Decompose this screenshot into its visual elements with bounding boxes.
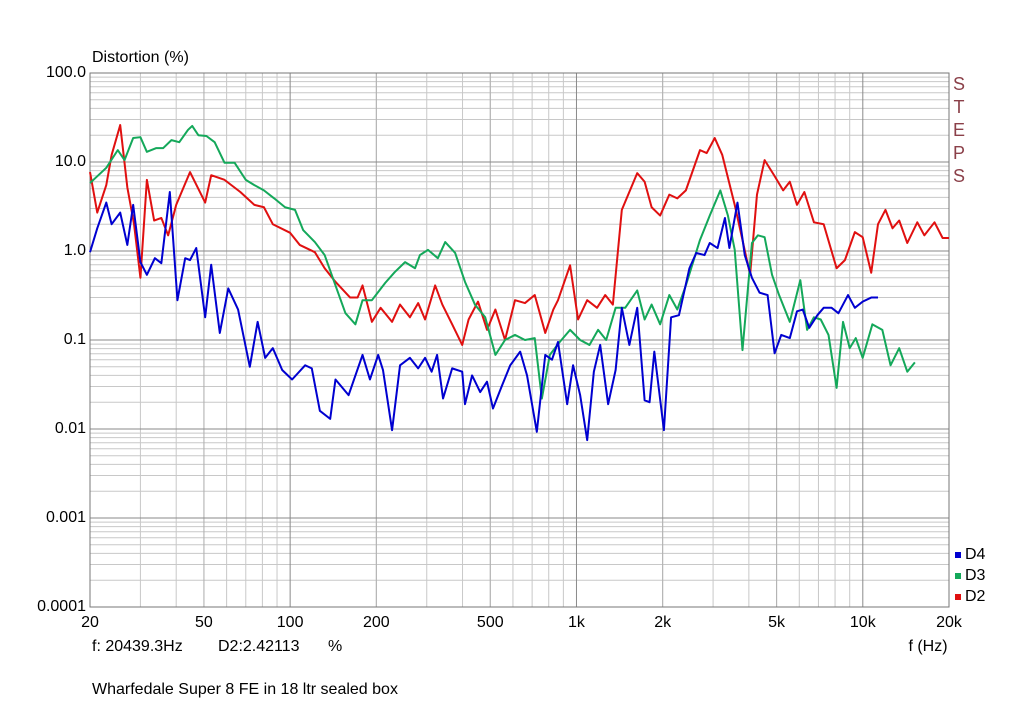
x-tick-label: 50 <box>195 614 213 631</box>
plot-border <box>89 72 950 608</box>
y-tick-label: 0.0001 <box>37 598 86 615</box>
cursor-frequency: f: 20439.3Hz <box>92 638 183 655</box>
x-tick-label: 1k <box>568 614 586 631</box>
cursor-value: D2:2.42113 <box>218 638 300 655</box>
legend-swatch <box>955 552 961 558</box>
x-tick-label: 10k <box>850 614 877 631</box>
series-line <box>89 124 916 400</box>
cursor-unit: % <box>328 638 342 655</box>
legend-label: D4 <box>965 546 986 563</box>
chart-title: Distortion (%) <box>92 49 189 66</box>
x-tick-label: 200 <box>363 614 390 631</box>
y-tick-label: 10.0 <box>55 153 86 170</box>
y-tick-label: 0.001 <box>46 509 86 526</box>
series-line <box>89 124 949 346</box>
x-tick-label: 5k <box>768 614 786 631</box>
x-tick-label: 2k <box>654 614 672 631</box>
y-tick-label: 100.0 <box>46 64 86 81</box>
y-tick-label: 1.0 <box>64 242 86 259</box>
x-tick-label: 20k <box>936 614 963 631</box>
chart-subtitle: Wharfedale Super 8 FE in 18 ltr sealed b… <box>92 681 398 698</box>
x-tick-label: 100 <box>277 614 304 631</box>
legend-swatch <box>955 594 961 600</box>
x-axis-label: f (Hz) <box>908 638 947 655</box>
logo: STEPS <box>949 74 969 189</box>
x-tick-label: 500 <box>477 614 504 631</box>
series-line <box>89 191 878 442</box>
legend-swatch <box>955 573 961 579</box>
legend-label: D3 <box>965 567 986 584</box>
legend-label: D2 <box>965 588 986 605</box>
x-tick-label: 20 <box>81 614 99 631</box>
y-tick-label: 0.1 <box>64 331 86 348</box>
y-tick-label: 0.01 <box>55 420 86 437</box>
